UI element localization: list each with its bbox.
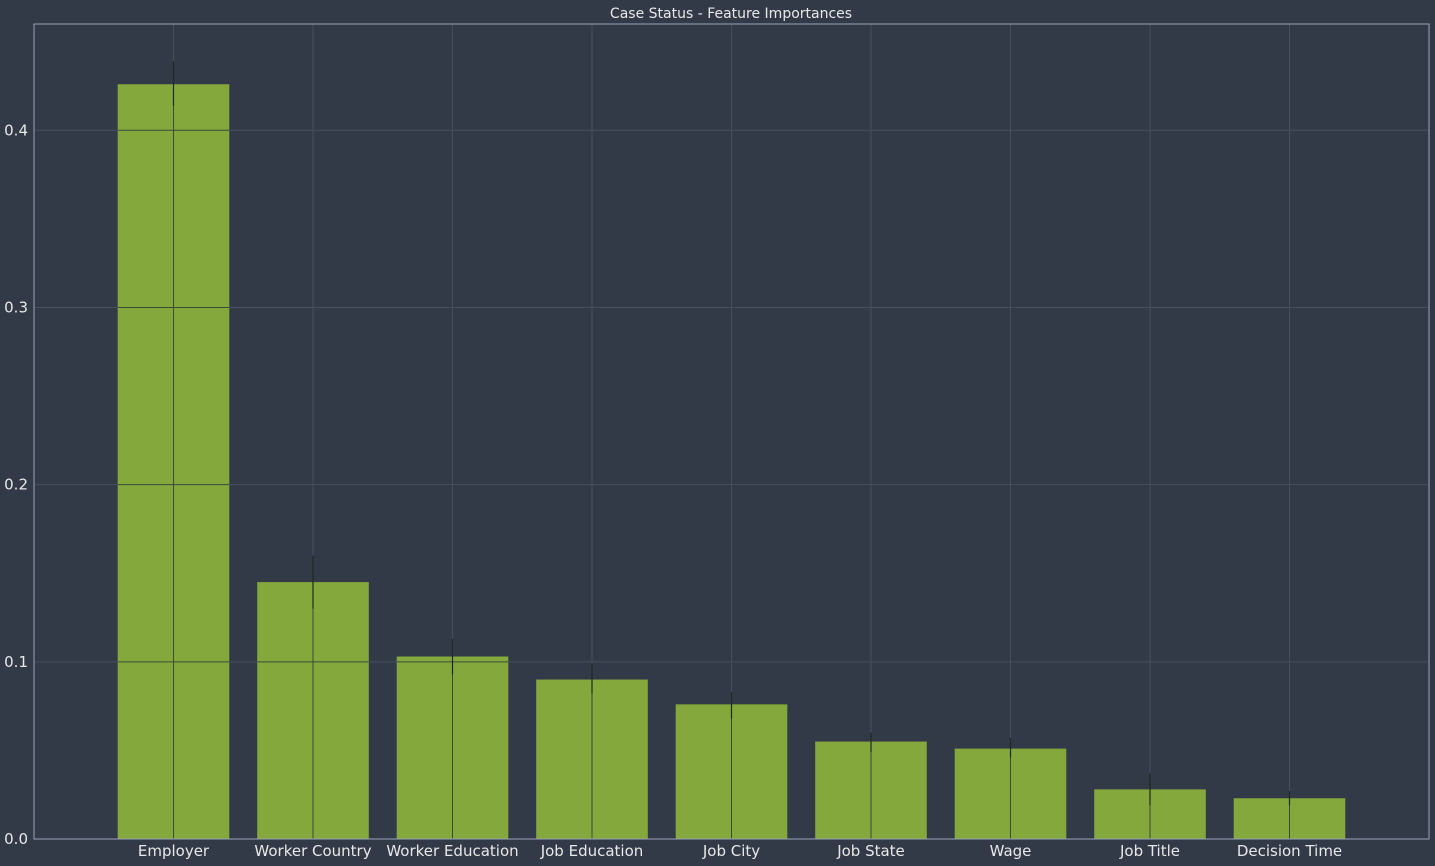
chart-title: Case Status - Feature Importances: [610, 6, 852, 22]
error-bars: [172, 61, 1291, 806]
x-tick-label-6: Wage: [990, 842, 1032, 860]
x-axis-ticks: Employer Worker Country Worker Education Jo…: [138, 842, 1342, 860]
y-tick-label-1: 0.1: [4, 653, 28, 671]
axes-frame: [33, 23, 1430, 840]
y-tick-label-0: 0.0: [4, 830, 28, 848]
x-tick-label-7: Job Title: [1119, 842, 1180, 860]
x-tick-label-1: Worker Country: [254, 842, 371, 860]
x-tick-label-0: Employer: [138, 842, 210, 860]
x-tick-label-3: Job Education: [540, 842, 644, 860]
x-tick-label-2: Worker Education: [386, 842, 518, 860]
x-tick-label-4: Job City: [702, 842, 760, 860]
grid-over-bars: [117, 84, 1290, 839]
y-tick-label-2: 0.2: [4, 476, 28, 494]
y-tick-label-3: 0.3: [4, 298, 28, 316]
x-tick-label-5: Job State: [836, 842, 905, 860]
y-axis-ticks: 0.0 0.1 0.2 0.3 0.4: [4, 121, 28, 848]
y-tick-label-4: 0.4: [4, 121, 28, 139]
x-tick-label-8: Decision Time: [1237, 842, 1342, 860]
